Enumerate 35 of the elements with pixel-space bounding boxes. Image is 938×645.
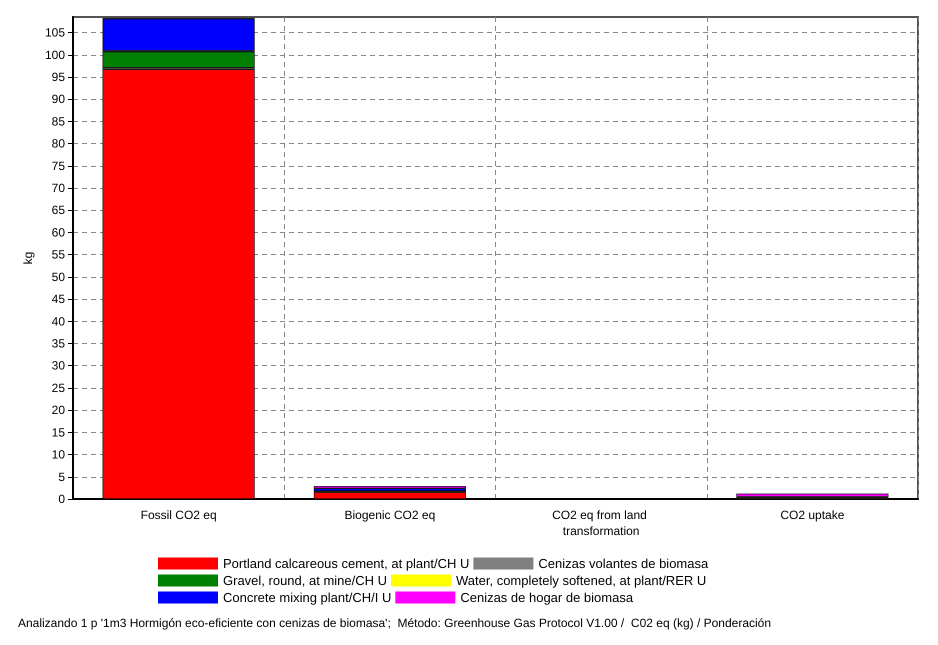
- text: Analizando 1 p '1m3 Hormigón eco-eficiente con cenizas de biomasa'; Método: Greenhouse Gas Protocol V1.00 / C02 eq (kg) / Ponderación: [18, 616, 772, 630]
- x-tick-label: Biogenic CO2 eq: [344, 508, 436, 522]
- y-tick-label: 10: [52, 448, 66, 462]
- y-tick-label: 60: [52, 225, 66, 240]
- legend-label: Concrete mixing plant/CH/I U: [223, 590, 392, 605]
- y-tick-label: 95: [52, 70, 66, 84]
- x-tick-label: CO2 uptake: [780, 508, 845, 522]
- y-tick-label: 25: [52, 380, 66, 395]
- y-tick-label: 5: [58, 470, 66, 484]
- y-tick-label: 105: [44, 26, 66, 40]
- y-tick-label: 90: [52, 92, 66, 106]
- y-tick-label: 20: [52, 403, 66, 418]
- y-tick-label: 35: [52, 336, 66, 351]
- y-tick-label: 85: [52, 114, 66, 128]
- legend-label: Cenizas volantes de biomasa: [538, 556, 709, 571]
- legend-label: Portland calcareous cement, at plant/CH U: [223, 556, 470, 571]
- x-tick-label: CO2 eq from land transformation: [552, 508, 650, 538]
- y-tick-label: 0: [58, 492, 66, 506]
- y-tick-label: 55: [52, 248, 66, 262]
- x-tick-label: Fossil CO2 eq: [140, 508, 217, 522]
- y-tick-label: 80: [52, 136, 66, 151]
- y-tick-label: 75: [52, 158, 66, 173]
- bar: [736, 494, 888, 497]
- y-tick-label: 65: [52, 203, 66, 218]
- y-tick-label: 15: [52, 425, 66, 440]
- y-tick-label: 100: [44, 48, 66, 62]
- y-tick-label: 50: [52, 270, 66, 284]
- legend-label: Water, completely softened, at plant/RER U: [456, 573, 706, 588]
- y-tick-label: 70: [52, 181, 66, 196]
- y-tick-label: 30: [52, 358, 66, 373]
- y-tick-label: 40: [52, 314, 66, 328]
- y-tick-label: 45: [52, 292, 66, 306]
- legend-label: Gravel, round, at mine/CH U: [223, 573, 388, 588]
- legend-label: Cenizas de hogar de biomasa: [460, 590, 634, 605]
- y-axis-title: kg: [21, 252, 36, 264]
